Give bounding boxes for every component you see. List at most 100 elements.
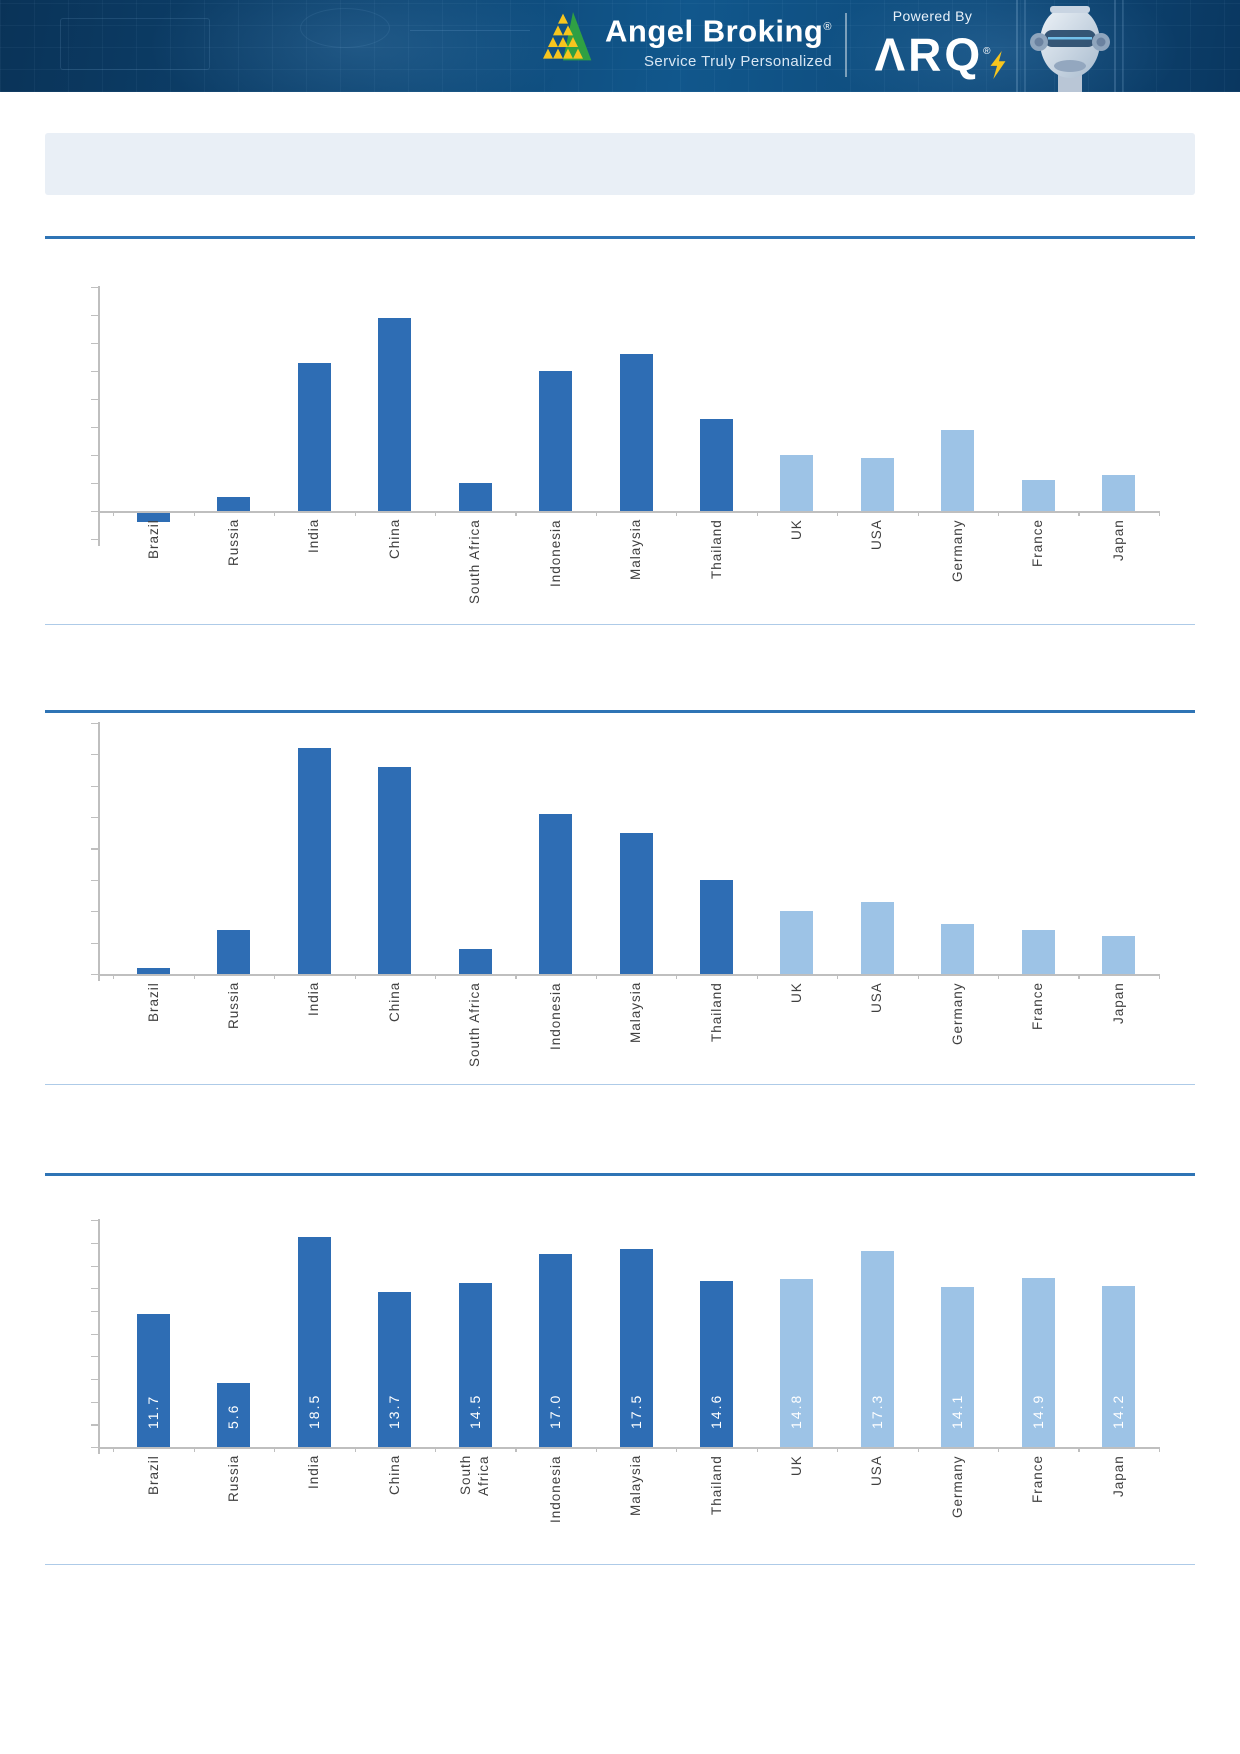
y-axis-tick <box>91 427 98 429</box>
category-label-russia: Russia <box>225 982 241 1030</box>
x-axis-tick <box>917 511 919 516</box>
category-label-germany: Germany <box>949 982 965 1045</box>
x-axis-tick <box>515 1447 517 1452</box>
x-axis-tick <box>193 1447 195 1452</box>
x-axis-tick <box>354 511 356 516</box>
x-axis-tick <box>354 974 356 979</box>
category-label-malaysia: Malaysia <box>628 1455 644 1517</box>
bar-india <box>297 747 331 974</box>
category-label-indonesia: Indonesia <box>547 519 563 587</box>
section-rule-heavy <box>45 1173 1195 1176</box>
arq-registered-mark: ® <box>983 46 991 57</box>
category-label-india: India <box>306 519 322 554</box>
y-axis <box>98 1219 100 1454</box>
category-label-japan: Japan <box>1110 982 1126 1024</box>
section-rule-thin <box>45 624 1195 625</box>
banner-circuit-chip <box>300 8 390 48</box>
y-axis-tick <box>91 974 98 976</box>
category-label-france: France <box>1030 982 1046 1031</box>
bar-japan <box>1102 1285 1136 1447</box>
bar-india <box>297 362 331 511</box>
category-label-india: India <box>306 982 322 1017</box>
bar-brazil <box>137 1314 170 1447</box>
bar-germany <box>941 1287 975 1447</box>
bar-malaysia <box>619 1248 653 1447</box>
bar-value-label: 18.5 <box>305 1393 322 1429</box>
brand-registered-mark: ® <box>823 21 832 33</box>
bar-china <box>378 766 412 974</box>
bar-malaysia <box>619 354 653 511</box>
bar-south-africa <box>458 1282 492 1447</box>
category-label-japan: Japan <box>1110 1455 1126 1497</box>
category-label-south-africa: South Africa <box>458 1455 492 1496</box>
bar-indonesia <box>539 1254 573 1447</box>
y-axis-tick <box>91 399 98 401</box>
bar-uk <box>780 1279 814 1447</box>
category-label-china: China <box>386 519 402 560</box>
x-axis-tick <box>595 974 598 979</box>
arq-block: Powered By ΛRQ® <box>860 8 1006 82</box>
x-axis-tick <box>274 511 276 516</box>
bar-russia <box>217 497 251 511</box>
category-label-uk: UK <box>788 982 804 1003</box>
bar-france <box>1021 1278 1055 1447</box>
header-banner: Angel Broking® Service Truly Personalize… <box>0 0 1240 92</box>
x-axis-tick <box>354 1447 356 1452</box>
category-label-france: France <box>1030 1455 1046 1504</box>
x-axis-tick <box>1158 974 1161 979</box>
x-axis-tick <box>1078 1447 1080 1452</box>
y-axis-tick <box>91 1333 98 1335</box>
y-axis <box>98 721 100 981</box>
y-axis-tick <box>91 911 98 913</box>
bar-usa <box>860 901 894 974</box>
category-label-indonesia: Indonesia <box>547 982 563 1050</box>
category-label-usa: USA <box>869 519 885 550</box>
robot-head-image <box>1016 0 1124 92</box>
y-axis-tick <box>91 848 98 850</box>
x-axis-tick <box>113 974 115 979</box>
x-axis-tick <box>676 974 678 979</box>
section-rule-heavy <box>45 710 1195 713</box>
y-axis <box>98 286 100 546</box>
x-axis-tick <box>676 1447 678 1452</box>
bar-brazil <box>137 967 170 974</box>
bar-south-africa <box>458 483 492 511</box>
x-axis <box>98 1447 1159 1449</box>
y-axis-tick <box>91 1401 98 1403</box>
x-axis-tick <box>595 511 598 516</box>
category-label-uk: UK <box>788 1455 804 1476</box>
section-rule-thin <box>45 1084 1195 1085</box>
x-axis-tick <box>917 974 919 979</box>
category-label-germany: Germany <box>949 519 965 582</box>
bar-indonesia <box>539 371 573 511</box>
category-label-india: India <box>306 1455 322 1490</box>
y-axis-tick <box>91 1447 98 1449</box>
category-label-russia: Russia <box>225 519 241 567</box>
y-axis-tick <box>91 1220 98 1222</box>
category-label-indonesia: Indonesia <box>547 1455 563 1523</box>
y-axis-tick <box>91 483 98 485</box>
brand-tagline: Service Truly Personalized <box>643 53 832 71</box>
y-axis-tick <box>91 1288 98 1290</box>
category-label-brazil: Brazil <box>145 1455 161 1495</box>
y-axis-tick <box>91 455 98 457</box>
x-axis-tick <box>1158 511 1161 516</box>
x-axis-tick <box>676 511 678 516</box>
y-axis-tick <box>91 817 98 819</box>
x-axis-tick <box>1158 1447 1161 1452</box>
x-axis-tick <box>917 1447 919 1452</box>
section-rule-thin <box>45 1564 1195 1565</box>
bar-value-label: 17.5 <box>627 1393 644 1429</box>
header-divider <box>845 13 847 77</box>
x-axis-tick <box>274 1447 276 1452</box>
x-axis-tick <box>435 1447 437 1452</box>
category-label-south-africa: South Africa <box>467 519 483 604</box>
bar-brazil <box>137 511 170 523</box>
category-label-south-africa: South Africa <box>467 982 483 1067</box>
bar-value-label: 14.5 <box>466 1393 483 1429</box>
y-axis-tick <box>91 1242 98 1245</box>
x-axis-tick <box>435 511 437 516</box>
bar-value-label: 14.2 <box>1110 1393 1127 1429</box>
bar-russia <box>217 930 251 974</box>
